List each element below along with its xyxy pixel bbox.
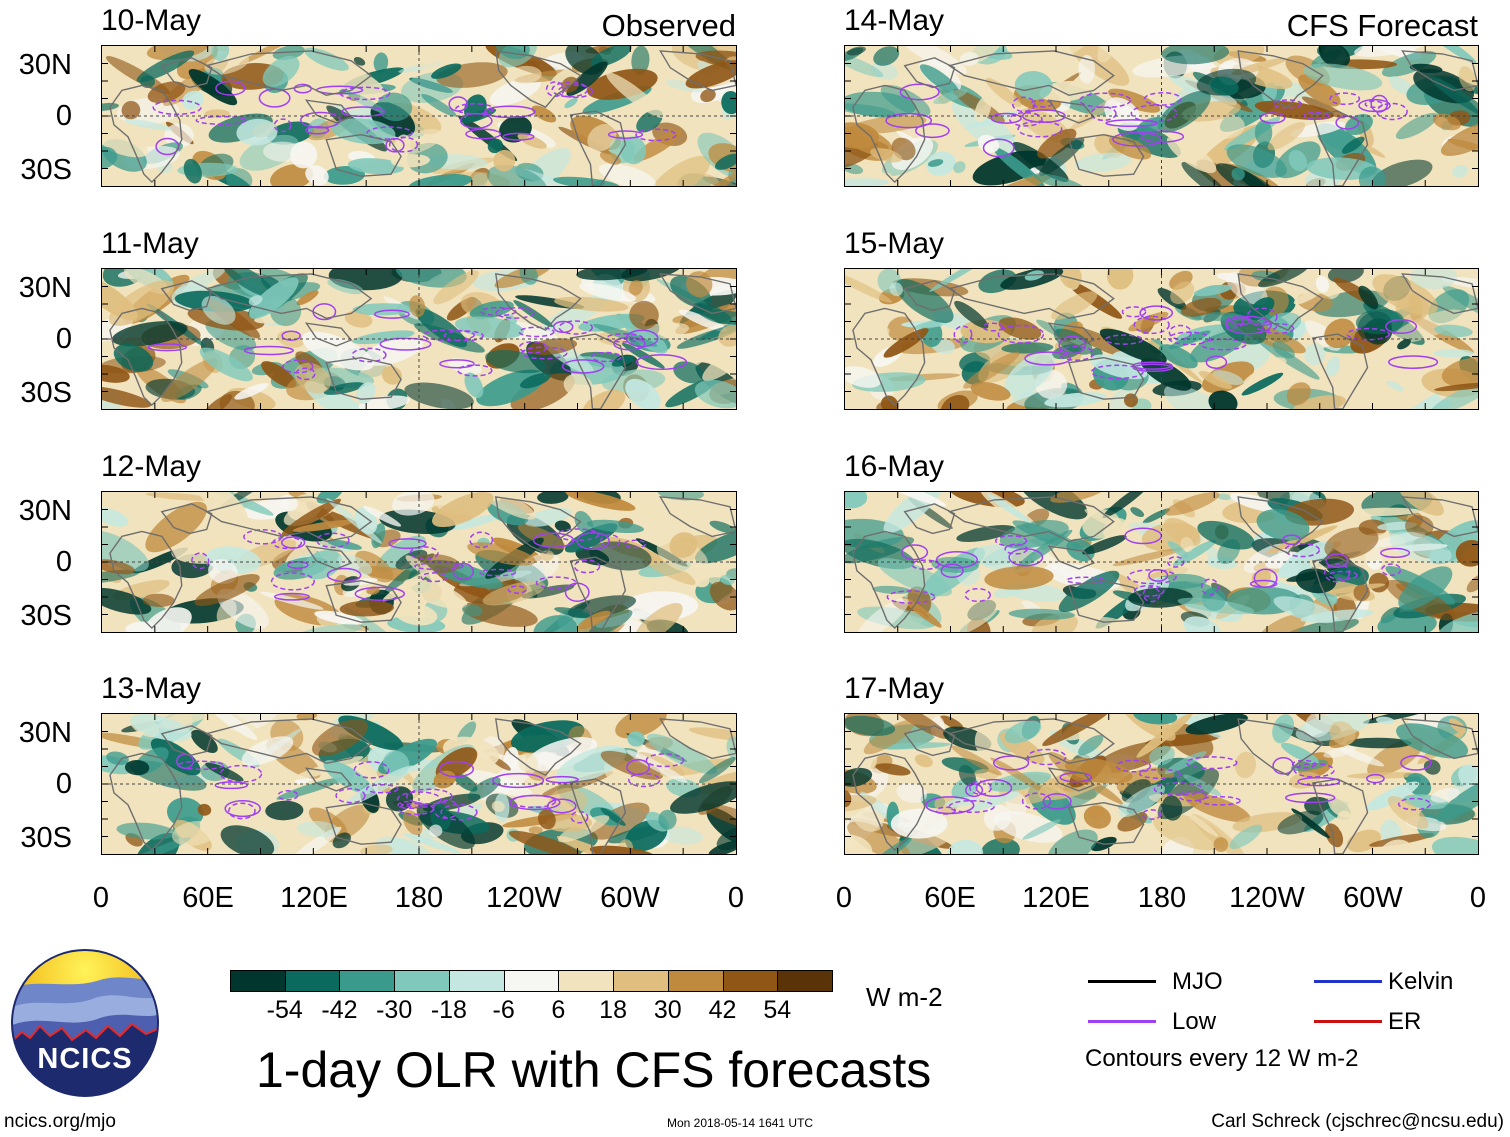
colorbar-tick-label: 30 — [653, 996, 682, 1024]
colorbar-swatch — [613, 970, 669, 992]
lat-tick-label: 30S — [20, 154, 72, 186]
forecast-label: CFS Forecast — [1286, 8, 1478, 43]
lat-tick-label: 30S — [20, 600, 72, 632]
footer-author: Carl Schreck (cjschrec@ncsu.edu) — [1211, 1111, 1504, 1132]
panel-date: 13-May — [101, 672, 202, 705]
lat-tick-label: 0 — [55, 323, 72, 355]
panel-date: 15-May — [844, 227, 945, 260]
lon-tick-label: 60W — [1343, 882, 1403, 914]
lon-tick-label: 180 — [394, 882, 444, 914]
lon-tick-label: 60W — [600, 882, 660, 914]
legend-line-low — [1088, 1020, 1156, 1023]
lat-tick-label: 30S — [20, 822, 72, 854]
olr-field — [845, 269, 1478, 409]
colorbar-tick-label: 42 — [708, 996, 737, 1024]
colorbar-tick-label: -54 — [266, 996, 303, 1024]
lon-tick-label: 180 — [1137, 882, 1187, 914]
colorbar-tick-label: -6 — [492, 996, 515, 1024]
olr-map-panel — [844, 713, 1479, 855]
colorbar-swatch — [558, 970, 615, 992]
colorbar-tick-label: 54 — [763, 996, 792, 1024]
colorbar-swatch — [722, 970, 779, 992]
colorbar-swatch — [284, 970, 341, 992]
legend-line-kelvin — [1314, 980, 1382, 983]
legend-label-er: ER — [1388, 1008, 1422, 1035]
olr-field — [102, 269, 736, 409]
panel-date: 12-May — [101, 450, 202, 483]
lon-tick-label: 120E — [1022, 882, 1090, 914]
lat-tick-label: 30S — [20, 377, 72, 409]
olr-field — [102, 46, 736, 186]
contour-note: Contours every 12 W m-2 — [1085, 1045, 1359, 1072]
chart-title: 1-day OLR with CFS forecasts — [256, 1042, 932, 1098]
lon-tick-label: 120W — [1229, 882, 1305, 914]
olr-field — [102, 714, 736, 854]
olr-field — [845, 492, 1478, 632]
lon-tick-label: 120W — [486, 882, 562, 914]
olr-map-panel — [844, 45, 1479, 187]
footer-url[interactable]: ncics.org/mjo — [4, 1111, 116, 1132]
olr-field — [845, 46, 1478, 186]
colorbar-swatch — [667, 970, 724, 992]
colorbar-swatch — [339, 970, 396, 992]
lat-tick-label: 0 — [55, 768, 72, 800]
ncics-logo-icon — [11, 949, 159, 1097]
logo-text: NCICS — [37, 1043, 133, 1075]
panel-date: 17-May — [844, 672, 945, 705]
legend-line-er — [1314, 1020, 1382, 1023]
lon-tick-label: 0 — [727, 882, 745, 914]
colorbar-tick-label: -18 — [430, 996, 467, 1024]
colorbar-tick-label: -42 — [321, 996, 358, 1024]
lon-tick-label: 0 — [835, 882, 853, 914]
olr-field — [102, 492, 736, 632]
footer-timestamp: Mon 2018-05-14 1641 UTC — [667, 1116, 814, 1130]
lat-tick-label: 30N — [18, 495, 72, 527]
lat-tick-label: 0 — [55, 100, 72, 132]
lon-tick-label: 0 — [92, 882, 110, 914]
lon-tick-label: 120E — [280, 882, 348, 914]
lon-tick-label: 0 — [1469, 882, 1487, 914]
panel-date: 10-May — [101, 4, 202, 37]
panel-date: 11-May — [101, 227, 199, 260]
lat-tick-label: 30N — [18, 717, 72, 749]
colorbar-swatch — [503, 970, 560, 992]
olr-map-panel — [101, 45, 737, 187]
olr-map-panel — [101, 713, 737, 855]
panel-date: 16-May — [844, 450, 945, 483]
olr-map-panel — [844, 268, 1479, 410]
colorbar-swatch — [394, 970, 450, 992]
observed-label: Observed — [601, 8, 736, 43]
olr-map-panel — [844, 491, 1479, 633]
colorbar-tick-label: 6 — [551, 996, 566, 1024]
lat-tick-label: 30N — [18, 272, 72, 304]
legend-label-kelvin: Kelvin — [1388, 968, 1454, 995]
legend-label-mjo: MJO — [1172, 968, 1223, 995]
colorbar-units: W m-2 — [866, 982, 943, 1012]
colorbar-swatch — [777, 970, 833, 992]
legend-line-mjo — [1088, 980, 1156, 983]
panel-date: 14-May — [844, 4, 945, 37]
colorbar-tick-label: -30 — [376, 996, 413, 1024]
ncics-logo: NCICS — [10, 948, 160, 1098]
olr-map-panel — [101, 268, 737, 410]
colorbar-swatch — [230, 970, 286, 992]
olr-map-panel — [101, 491, 737, 633]
lon-tick-label: 60E — [924, 882, 976, 914]
lat-tick-label: 30N — [18, 49, 72, 81]
lon-tick-label: 60E — [182, 882, 234, 914]
colorbar-swatch — [448, 970, 505, 992]
legend-label-low: Low — [1172, 1008, 1217, 1035]
olr-field — [845, 714, 1478, 854]
colorbar-tick-label: 18 — [599, 996, 627, 1024]
lat-tick-label: 0 — [55, 546, 72, 578]
